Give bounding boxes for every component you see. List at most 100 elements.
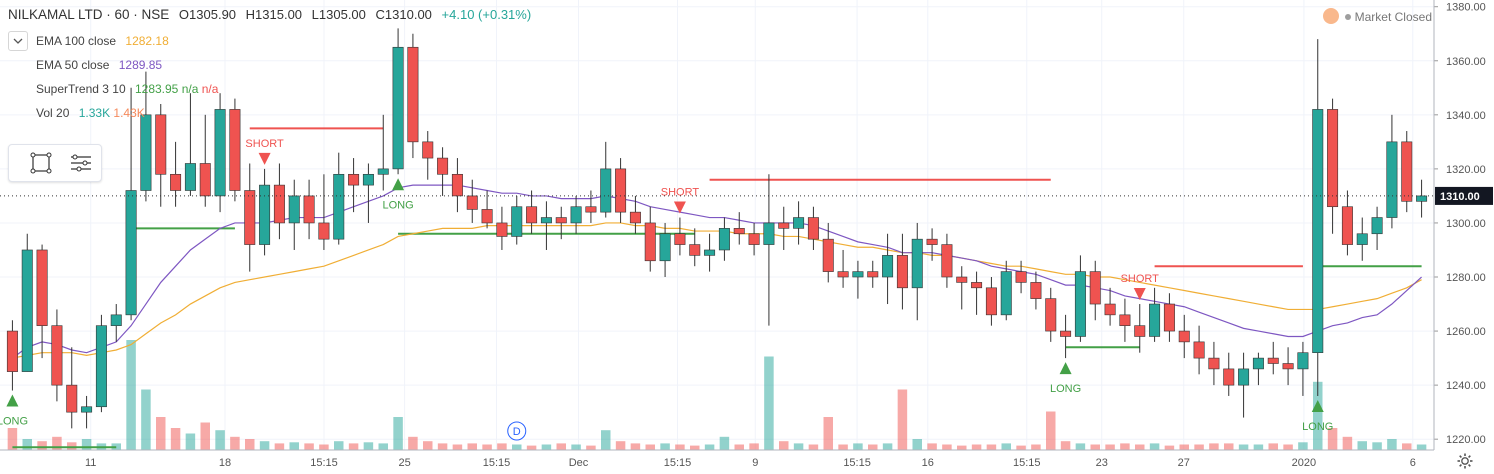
volume-bar [141,389,151,450]
short-signal-arrow [258,152,271,165]
candle-body [956,276,968,283]
ema50-line [12,184,1422,359]
ohlc-open: O1305.90 [178,7,237,22]
volume-bar [1402,443,1412,450]
volume-bar [497,443,507,450]
volume-bar [1135,444,1145,450]
candle-body [763,222,775,245]
volume-bar [1120,443,1130,450]
volume-bar [1075,443,1086,450]
candle-body [155,114,167,175]
volume-bar [971,444,982,450]
candle-body [1341,206,1353,245]
short-signal-label: SHORT [245,138,284,150]
volume-bar [1031,444,1041,450]
legend-volume-value: 1.33K [78,106,111,120]
time-tick-label: 15:15 [843,457,871,469]
candle-body [689,244,701,256]
legend-supertrend-value: 1283.95 [134,82,179,96]
volume-bar [81,439,92,450]
text-notes-icon[interactable] [67,149,95,177]
volume-bar [1372,442,1382,450]
candle-body [1089,271,1101,305]
volume-bar [1298,442,1308,450]
volume-bar [1194,444,1204,450]
volume-bar [793,443,804,450]
candle-body [392,46,404,170]
legend-volume[interactable]: Vol 20 1.33K 1.43K [36,106,145,120]
volume-bar [1001,443,1011,450]
candle-body [481,209,493,224]
legend-ema50-value: 1289.85 [118,58,163,72]
volume-bar [185,433,196,450]
price-tick-label: 1280.00 [1446,272,1486,284]
candle-body [422,141,434,159]
price-tick-label: 1300.00 [1446,218,1486,230]
candle-body [1282,363,1294,370]
candle-body [733,228,745,235]
candle-body [807,217,819,240]
market-status[interactable]: Market Closed [1322,8,1432,24]
time-tick-label: 15:15 [1013,457,1041,469]
volume-bar [868,444,878,450]
candle-body [882,255,894,278]
legend-supertrend-extra2: n/a [201,82,219,96]
volume-bar [660,443,670,450]
candle-body [1193,341,1205,359]
ohlc-low: L1305.00 [311,7,366,22]
candle-body [273,184,285,224]
volume-bar [942,444,952,450]
candle-body [941,244,953,278]
legend-ema100-value: 1282.18 [125,34,169,48]
long-signal-arrow [1311,399,1324,412]
ohlc-close: C1310.00 [375,7,432,22]
candle-body [615,168,627,213]
legend-ema100[interactable]: EMA 100 close 1282.18 [36,34,169,48]
volume-bars [7,340,1427,450]
legend-ema50[interactable]: EMA 50 close 1289.85 [36,58,162,72]
volume-bar [1313,381,1323,450]
candle-body [644,222,656,262]
long-signal-arrow [6,394,19,407]
legend-ema100-name: EMA 100 close [36,34,117,48]
candle-body [540,217,552,224]
volume-bar [704,444,715,450]
settings-gear-icon[interactable] [1456,452,1474,470]
volume-bar [1357,441,1367,450]
volume-bar [363,442,374,450]
collapse-legend-button[interactable] [8,31,28,51]
volume-bar [437,443,448,450]
volume-bar [853,443,863,450]
candle-body [1060,330,1072,337]
legend-supertrend[interactable]: SuperTrend 3 10 1283.95 n/a n/a [36,82,218,96]
time-tick-label: 6 [1410,457,1416,469]
candle-body [348,173,360,186]
rectangle-tool-icon[interactable] [27,149,55,177]
long-signal-label: LONG [1302,421,1333,433]
candle-body [511,206,523,237]
volume-bar [957,445,967,450]
short-signal-label: SHORT [661,187,700,199]
candle-body [362,173,374,186]
volume-bar [1209,443,1219,450]
time-tick-label: 15:15 [483,457,511,469]
volume-bar [882,443,893,450]
volume-bar [1224,443,1234,450]
candle-body [81,406,93,413]
volume-bar [67,442,77,450]
volume-bar [378,443,388,450]
candle-body [1149,303,1161,337]
status-dot-icon [1344,14,1351,20]
candle-body [1356,233,1368,245]
volume-bar [7,428,18,450]
legend-supertrend-name: SuperTrend 3 10 [36,82,126,96]
candle-body [496,222,508,237]
volume-bar [526,445,537,450]
volume-bar [1387,439,1397,450]
time-tick-label: 27 [1178,457,1190,469]
candle-body [244,190,256,245]
candle-body [377,168,389,175]
time-tick-label: 15:15 [310,457,338,469]
legend-volume-name: Vol 20 [36,106,70,120]
